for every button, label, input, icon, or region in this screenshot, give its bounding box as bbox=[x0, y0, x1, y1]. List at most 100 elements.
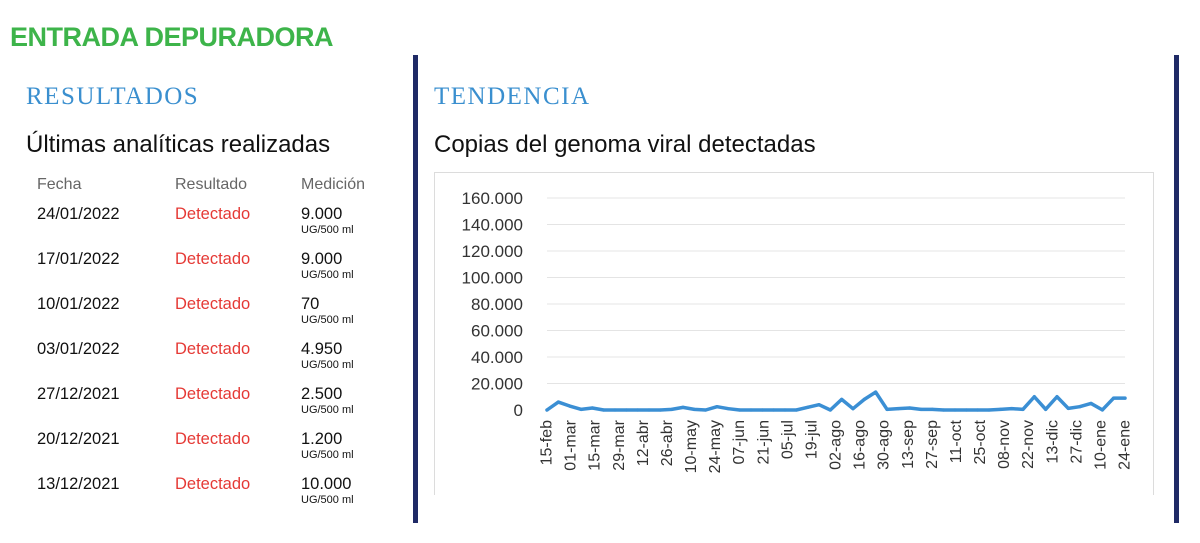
table-row: 03/01/2022 Detectado 4.950 UG/500 ml bbox=[37, 337, 391, 382]
data-point bbox=[862, 397, 866, 401]
results-table-body: 24/01/2022 Detectado 9.000 UG/500 ml 17/01/2… bbox=[37, 202, 391, 517]
data-point bbox=[624, 408, 628, 412]
row-date: 10/01/2022 bbox=[37, 295, 120, 313]
data-point bbox=[749, 408, 753, 412]
x-tick-label: 02-ago bbox=[828, 420, 845, 470]
chart-x-axis: 15-feb 01-mar 15-mar 29-mar 12-abr 26-abr 10-m… bbox=[539, 419, 1134, 473]
data-point bbox=[874, 390, 878, 394]
data-point bbox=[976, 408, 980, 412]
table-row: 24/01/2022 Detectado 9.000 UG/500 ml bbox=[37, 202, 391, 247]
data-point bbox=[998, 407, 1002, 411]
data-point bbox=[806, 405, 810, 409]
trend-chart: 0 20.000 40.000 60.000 80.000 100.000 120.000 1… bbox=[434, 172, 1154, 495]
y-tick-label: 140.000 bbox=[462, 216, 523, 235]
data-point bbox=[942, 408, 946, 412]
x-tick-label: 27-dic bbox=[1068, 420, 1085, 464]
row-unit: UG/500 ml bbox=[301, 314, 354, 326]
x-tick-label: 26-abr bbox=[659, 419, 676, 466]
x-tick-label: 12-abr bbox=[635, 419, 652, 466]
results-table: Fecha Resultado Medición 24/01/2022 Detec… bbox=[37, 176, 391, 517]
data-point bbox=[647, 408, 651, 412]
x-tick-label: 10-ene bbox=[1092, 420, 1109, 470]
x-tick-label: 15-feb bbox=[539, 420, 556, 465]
row-date: 03/01/2022 bbox=[37, 340, 120, 358]
data-point bbox=[896, 407, 900, 411]
x-tick-label: 11-oct bbox=[948, 419, 965, 463]
data-point bbox=[1123, 396, 1127, 400]
row-measurement: 4.950 bbox=[301, 340, 343, 358]
table-row: 10/01/2022 Detectado 70 UG/500 ml bbox=[37, 292, 391, 337]
data-point bbox=[851, 407, 855, 411]
table-header-row: Fecha Resultado Medición bbox=[37, 176, 391, 202]
chart-y-axis: 0 20.000 40.000 60.000 80.000 100.000 120.000 1… bbox=[462, 189, 523, 420]
x-tick-label: 24-ene bbox=[1117, 420, 1134, 470]
data-point bbox=[602, 408, 606, 412]
data-point bbox=[919, 407, 923, 411]
data-point bbox=[726, 407, 730, 411]
x-tick-label: 01-mar bbox=[563, 419, 580, 470]
table-row: 13/12/2021 Detectado 10.000 UG/500 ml bbox=[37, 472, 391, 517]
left-divider bbox=[413, 55, 418, 523]
row-result: Detectado bbox=[175, 250, 251, 268]
row-date: 13/12/2021 bbox=[37, 475, 120, 493]
row-result: Detectado bbox=[175, 430, 251, 448]
data-point bbox=[1066, 406, 1070, 411]
data-point bbox=[953, 408, 957, 412]
row-result: Detectado bbox=[175, 385, 251, 403]
row-unit: UG/500 ml bbox=[301, 359, 354, 371]
table-row: 17/01/2022 Detectado 9.000 UG/500 ml bbox=[37, 247, 391, 292]
data-point bbox=[658, 408, 662, 412]
row-measurement: 9.000 bbox=[301, 250, 343, 268]
x-tick-label: 08-nov bbox=[996, 420, 1013, 469]
row-measurement: 10.000 bbox=[301, 475, 352, 493]
data-point bbox=[738, 408, 742, 412]
y-tick-label: 0 bbox=[514, 401, 523, 420]
row-result: Detectado bbox=[175, 295, 251, 313]
data-point bbox=[772, 408, 776, 412]
data-point bbox=[794, 408, 798, 412]
x-tick-label: 13-dic bbox=[1044, 420, 1061, 464]
data-point bbox=[1010, 407, 1014, 411]
row-date: 24/01/2022 bbox=[37, 205, 120, 223]
trend-section-label: TENDENCIA bbox=[434, 83, 591, 110]
data-point bbox=[930, 407, 934, 411]
y-tick-label: 20.000 bbox=[471, 375, 523, 394]
y-tick-label: 60.000 bbox=[471, 322, 523, 341]
data-point bbox=[760, 408, 764, 412]
data-point bbox=[987, 408, 991, 412]
row-measurement: 1.200 bbox=[301, 430, 343, 448]
data-point bbox=[715, 405, 719, 409]
data-point bbox=[692, 407, 696, 411]
data-point bbox=[613, 408, 617, 412]
x-tick-label: 25-oct bbox=[972, 419, 989, 464]
data-point bbox=[817, 403, 821, 407]
row-result: Detectado bbox=[175, 205, 251, 223]
data-point bbox=[545, 408, 549, 412]
row-result: Detectado bbox=[175, 475, 251, 493]
row-date: 27/12/2021 bbox=[37, 385, 120, 403]
y-tick-label: 40.000 bbox=[471, 348, 523, 367]
column-header-result: Resultado bbox=[175, 176, 248, 193]
series-line bbox=[545, 390, 1127, 412]
chart-gridlines bbox=[547, 197, 1125, 384]
data-point bbox=[1055, 395, 1059, 399]
row-unit: UG/500 ml bbox=[301, 269, 354, 281]
row-measurement: 70 bbox=[301, 295, 320, 313]
y-tick-label: 80.000 bbox=[471, 295, 523, 314]
data-point bbox=[681, 405, 685, 409]
x-tick-label: 16-ago bbox=[852, 420, 869, 470]
x-tick-label: 07-jun bbox=[731, 420, 748, 464]
row-unit: UG/500 ml bbox=[301, 449, 354, 461]
data-point bbox=[1112, 396, 1116, 400]
x-tick-label: 24-may bbox=[707, 420, 724, 473]
data-point bbox=[636, 408, 640, 412]
row-result: Detectado bbox=[175, 340, 251, 358]
x-tick-label: 29-mar bbox=[611, 419, 628, 470]
data-point bbox=[783, 408, 787, 412]
x-tick-label: 15-mar bbox=[587, 419, 604, 470]
trend-chart-svg: 0 20.000 40.000 60.000 80.000 100.000 120.000 1… bbox=[462, 189, 1134, 473]
x-tick-label: 05-jul bbox=[779, 420, 796, 459]
y-tick-label: 120.000 bbox=[462, 242, 523, 261]
x-tick-label: 22-nov bbox=[1020, 420, 1037, 469]
data-point bbox=[1100, 408, 1104, 412]
